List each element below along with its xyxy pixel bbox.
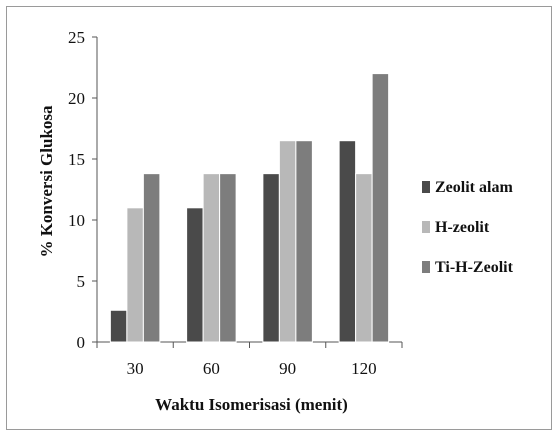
bar [338,140,357,343]
y-tick-label: 15 [68,150,85,169]
bar [219,173,237,343]
y-tick-label: 25 [68,28,85,47]
bar [262,173,280,343]
legend-swatch [422,181,430,193]
x-ticks: 30 60 90 120 [96,342,403,378]
legend-label: Ti-H-Zeolit [435,259,514,276]
x-tick-label: 120 [351,359,377,378]
bar [109,309,128,343]
bar [295,140,313,343]
bar [126,207,144,343]
y-tick-label: 5 [77,272,86,291]
bar [202,173,221,343]
bar [142,173,161,343]
y-ticks: 0 5 10 15 20 25 [68,28,97,352]
bar [278,140,297,343]
bar [186,207,204,343]
legend-swatch [422,221,430,233]
x-tick-label: 30 [127,359,144,378]
y-tick-label: 10 [68,211,85,230]
bar [355,173,373,343]
legend-label: Zeolit alam [435,179,513,196]
y-axis-title: % Konversi Glukosa [37,105,56,258]
x-axis-title: Waktu Isomerisasi (menit) [155,395,348,414]
bar [371,73,390,343]
legend: Zeolit alam H-zeolit Ti-H-Zeolit [422,179,514,276]
y-tick-label: 0 [77,333,86,352]
legend-label: H-zeolit [435,219,490,236]
bars [109,73,390,343]
y-tick-label: 20 [68,89,85,108]
x-tick-label: 60 [203,359,220,378]
legend-swatch [422,261,430,273]
x-tick-label: 90 [279,359,296,378]
